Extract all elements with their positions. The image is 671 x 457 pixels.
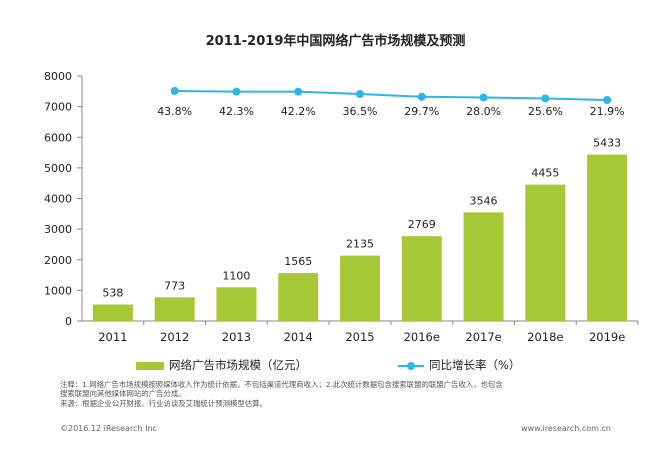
bar-value-label: 5433: [593, 137, 621, 150]
bar: [401, 236, 442, 321]
legend-bar: 网络广告市场规模（亿元）: [136, 357, 307, 373]
legend-bar-swatch: [136, 361, 164, 370]
bar: [216, 287, 257, 321]
growth-rate-point: [356, 90, 364, 98]
y-tick-label: 2000: [44, 254, 72, 267]
bar: [154, 297, 195, 321]
growth-rate-point: [479, 93, 488, 102]
x-tick-label: 2014: [284, 330, 313, 344]
bar-value-label: 1100: [222, 269, 250, 282]
bar-value-label: 773: [164, 279, 185, 292]
growth-rate-label: 42.2%: [281, 105, 316, 118]
chart-title: 2011-2019年中国网络广告市场规模及预测: [205, 34, 466, 49]
y-tick-label: 0: [65, 315, 72, 328]
x-tick-label: 2015: [345, 330, 374, 344]
growth-rate-point: [603, 96, 612, 104]
bar: [587, 154, 628, 321]
growth-rate-label: 36.5%: [343, 105, 378, 118]
growth-rate-label: 21.9%: [590, 105, 625, 118]
growth-rate-label: 28.0%: [466, 105, 501, 118]
y-tick-label: 3000: [44, 223, 72, 236]
bar: [278, 273, 319, 321]
legend-line: 同比增长率（%）: [398, 357, 520, 373]
note-line-1: 注释：1.网络广告市场规模按照媒体收入作为统计依据，不包括渠道代理商收入；2.此…: [60, 380, 503, 389]
x-tick-label: 2013: [222, 330, 251, 344]
y-tick-label: 4000: [44, 193, 72, 206]
footer-copyright: ©2016.12 iResearch Inc: [60, 424, 157, 433]
growth-rate-point: [417, 92, 426, 101]
y-tick-label: 6000: [44, 131, 72, 144]
growth-rate-label: 29.7%: [404, 105, 439, 118]
growth-rate-point: [294, 87, 303, 96]
x-tick-label: 2011: [98, 330, 127, 344]
growth-rate-point: [170, 87, 179, 95]
footer-website: www.iresearch.com.cn: [521, 424, 611, 433]
y-tick-label: 7000: [44, 101, 72, 114]
growth-rate-point: [232, 87, 241, 96]
y-tick-label: 1000: [44, 284, 72, 297]
bar: [340, 255, 380, 321]
bar-value-label: 4455: [531, 167, 559, 180]
growth-rate-label: 25.6%: [528, 105, 563, 118]
x-tick-label: 2017e: [465, 330, 501, 344]
y-tick-label: 5000: [44, 162, 72, 175]
x-tick-label: 2012: [160, 330, 189, 344]
note-line-3: 来源：根据企业公开财报、行业访谈及艾瑞统计预测模型估算。: [60, 398, 267, 408]
bar-value-label: 3546: [470, 194, 498, 207]
x-tick-label: 2018e: [527, 330, 563, 344]
legend-bar-label: 网络广告市场规模（亿元）: [169, 358, 307, 372]
bar: [463, 212, 504, 321]
x-tick-label: 2019e: [589, 330, 625, 344]
growth-rate-label: 43.8%: [157, 105, 192, 118]
legend-line-swatch: [398, 361, 424, 371]
bar-value-label: 1565: [284, 255, 312, 268]
bar: [92, 304, 133, 321]
bar-value-label: 2135: [346, 238, 374, 251]
bar: [525, 184, 566, 321]
chart-notes: 注释：1.网络广告市场规模按照媒体收入作为统计依据，不包括渠道代理商收入；2.此…: [60, 380, 635, 408]
growth-rate-line: [174, 90, 608, 101]
growth-rate-label: 42.3%: [219, 105, 254, 118]
bar-value-label: 2769: [408, 218, 436, 231]
y-tick-label: 8000: [44, 70, 72, 83]
x-tick-label: 2016e: [404, 330, 440, 344]
legend-line-label: 同比增长率（%）: [429, 358, 521, 372]
note-line-2: 搜索联盟向其他媒体网站的广告分成。: [60, 389, 186, 399]
growth-rate-point: [541, 94, 550, 103]
bar-value-label: 538: [102, 287, 123, 300]
